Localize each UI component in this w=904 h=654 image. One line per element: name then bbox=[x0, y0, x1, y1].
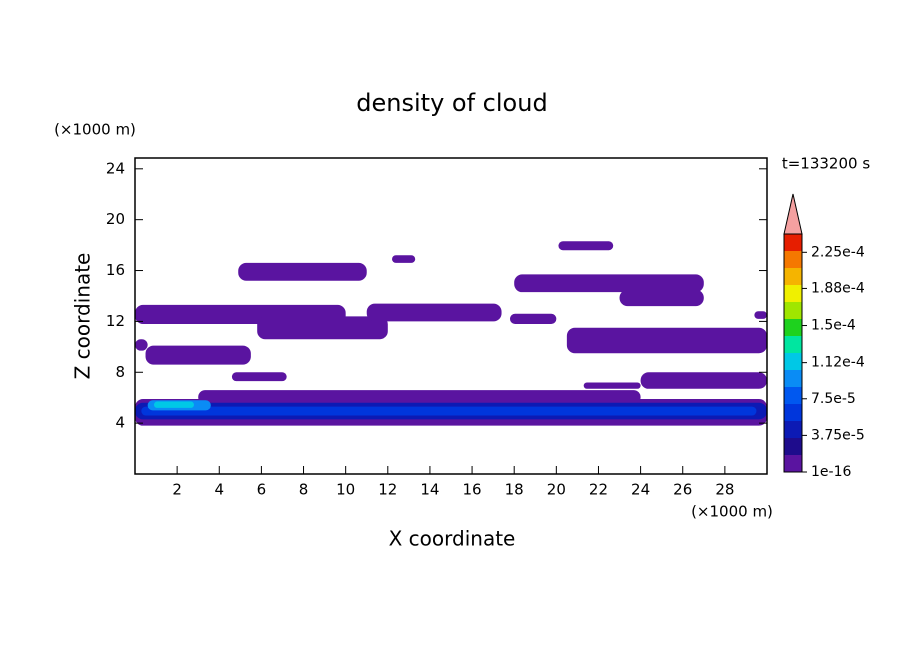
x-tick-label: 26 bbox=[673, 481, 692, 499]
colorbar-tick-label: 3.75e-5 bbox=[811, 427, 865, 443]
cloud-region bbox=[198, 390, 641, 405]
cloud-region bbox=[392, 255, 416, 263]
y-tick-label: 8 bbox=[115, 363, 125, 381]
y-unit: (×1000 m) bbox=[54, 121, 136, 139]
y-tick-label: 20 bbox=[106, 210, 125, 228]
x-tick-label: 20 bbox=[547, 481, 566, 499]
cloud-region bbox=[566, 327, 767, 354]
x-tick-label: 12 bbox=[378, 481, 397, 499]
y-tick-label: 4 bbox=[115, 414, 125, 432]
colorbar-band bbox=[784, 336, 802, 353]
cloud-region bbox=[238, 262, 367, 281]
colorbar-band bbox=[784, 268, 802, 285]
colorbar-band bbox=[784, 302, 802, 319]
colorbar-band bbox=[784, 353, 802, 370]
x-tick-label: 28 bbox=[715, 481, 734, 499]
x-axis-label: X coordinate bbox=[389, 527, 516, 551]
x-tick-label: 10 bbox=[336, 481, 355, 499]
y-tick-label: 24 bbox=[106, 159, 125, 177]
y-axis-label: Z coordinate bbox=[71, 253, 95, 380]
cloud-region bbox=[141, 406, 757, 416]
colorbar-tick-label: 2.25e-4 bbox=[811, 244, 865, 260]
cloud-region bbox=[153, 401, 194, 408]
x-tick-label: 24 bbox=[631, 481, 650, 499]
colorbar-band bbox=[784, 319, 802, 336]
cloud-region bbox=[619, 289, 704, 307]
colorbar-tick-label: 1.88e-4 bbox=[811, 280, 865, 296]
cloud-region bbox=[135, 339, 148, 351]
x-unit: (×1000 m) bbox=[691, 503, 773, 521]
cloud-region bbox=[558, 241, 614, 251]
cloud-region bbox=[231, 372, 287, 382]
cloud-region bbox=[366, 303, 502, 322]
x-tick-label: 22 bbox=[589, 481, 608, 499]
colorbar-tick-label: 1.12e-4 bbox=[811, 355, 865, 371]
colorbar-band bbox=[784, 234, 802, 251]
colorbar-band bbox=[784, 370, 802, 387]
x-tick-label: 2 bbox=[172, 481, 182, 499]
y-tick-label: 12 bbox=[106, 312, 125, 330]
cloud-region bbox=[514, 274, 704, 293]
colorbar-band bbox=[784, 421, 802, 438]
colorbar-band bbox=[784, 438, 802, 455]
colorbar-frame bbox=[783, 233, 803, 473]
x-tick-label: 8 bbox=[299, 481, 309, 499]
contour-field bbox=[135, 241, 767, 426]
x-tick-label: 4 bbox=[214, 481, 224, 499]
chart-title: density of cloud bbox=[356, 89, 547, 117]
colorbar-band bbox=[784, 387, 802, 404]
colorbar-tick-label: 1.5e-4 bbox=[811, 318, 856, 334]
colorbar-tick-label: 7.5e-5 bbox=[811, 391, 856, 407]
colorbar-band bbox=[784, 285, 802, 302]
cloud-region bbox=[509, 313, 557, 324]
colorbar-band bbox=[784, 404, 802, 421]
x-tick-label: 18 bbox=[505, 481, 524, 499]
x-tick-label: 16 bbox=[463, 481, 482, 499]
colorbar-tick-label: 1e-16 bbox=[811, 464, 851, 480]
y-tick-label: 16 bbox=[106, 261, 125, 279]
colorbar-band bbox=[784, 251, 802, 268]
cloud-region bbox=[257, 316, 388, 340]
plot-frame bbox=[134, 157, 768, 475]
cloud-region bbox=[145, 345, 251, 365]
annotation: t=133200 s bbox=[782, 155, 870, 173]
cloud-region bbox=[754, 311, 767, 319]
cloud-region bbox=[640, 372, 767, 389]
colorbar-band bbox=[784, 455, 802, 472]
cloud-region bbox=[583, 382, 641, 389]
x-tick-label: 6 bbox=[257, 481, 267, 499]
x-tick-label: 14 bbox=[420, 481, 439, 499]
